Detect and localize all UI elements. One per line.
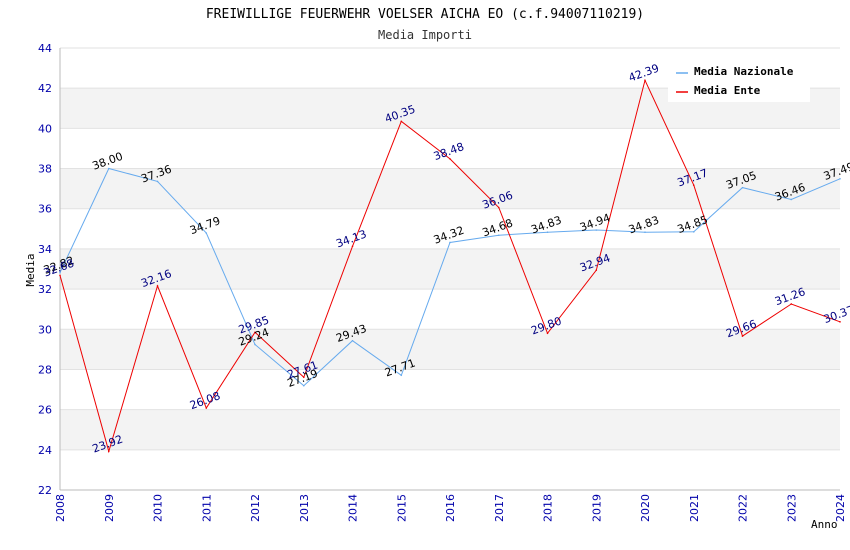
legend-label-ente: Media Ente <box>694 84 761 97</box>
x-tick-labels: 2008 2009 2010 2011 2012 2013 2014 2015 2016 2017… <box>54 494 847 522</box>
x-tick-label: 2013 <box>298 494 311 522</box>
data-point-nazionale <box>449 241 451 244</box>
y-tick-label: 38 <box>38 163 52 176</box>
data-point-ente <box>839 321 841 323</box>
x-tick-label: 2018 <box>542 494 555 522</box>
data-label-nazionale: 34.85 <box>676 213 710 236</box>
x-tick-label: 2014 <box>347 494 360 522</box>
data-point-nazionale <box>741 186 744 189</box>
data-point-nazionale <box>497 234 500 237</box>
background-bands <box>60 88 840 450</box>
x-tick-label: 2011 <box>200 494 213 522</box>
y-tick-label: 44 <box>38 42 52 55</box>
data-point-ente <box>59 274 61 277</box>
data-point-nazionale <box>644 231 646 234</box>
x-tick-label: 2021 <box>688 494 701 522</box>
data-label-nazionale: 34.79 <box>188 214 222 237</box>
data-point-nazionale <box>351 339 354 342</box>
data-label-ente: 38.48 <box>432 140 466 163</box>
data-label-nazionale: 34.83 <box>529 213 563 236</box>
data-point-ente <box>741 335 744 337</box>
x-tick-label: 2024 <box>834 494 847 522</box>
data-label-ente: 26.08 <box>188 389 222 412</box>
data-point-ente <box>351 245 354 248</box>
y-tick-labels: 22 24 26 28 30 32 34 36 38 40 42 44 <box>38 42 52 497</box>
x-tick-label: 2008 <box>54 494 67 522</box>
data-point-nazionale <box>400 374 403 377</box>
x-tick-label: 2022 <box>737 494 750 522</box>
data-label-ente: 42.39 <box>627 62 661 85</box>
data-point-nazionale <box>839 177 841 180</box>
data-label-ente: 34.13 <box>334 228 368 251</box>
series-lines <box>59 78 841 454</box>
x-tick-label: 2023 <box>785 494 798 522</box>
data-point-ente <box>449 158 451 160</box>
y-tick-label: 28 <box>38 363 52 376</box>
x-tick-label: 2009 <box>103 494 116 522</box>
background-band <box>60 248 840 290</box>
axes <box>59 48 840 491</box>
y-tick-label: 32 <box>38 283 52 296</box>
y-tick-label: 24 <box>38 444 52 457</box>
legend-label-nazionale: Media Nazionale <box>694 65 794 78</box>
background-band <box>60 409 840 450</box>
legend: Media Nazionale Media Ente <box>668 58 810 102</box>
chart-title: FREIWILLIGE FEUERWEHR VOELSER AICHA EO (… <box>206 7 644 22</box>
data-point-nazionale <box>595 229 598 231</box>
legend-box <box>668 58 810 102</box>
data-point-ente <box>790 303 793 305</box>
data-point-nazionale <box>205 232 208 234</box>
data-point-ente <box>254 331 256 334</box>
data-point-ente <box>497 206 500 209</box>
data-point-ente <box>302 376 305 379</box>
y-tick-label: 30 <box>38 323 52 336</box>
data-point-ente <box>107 450 110 453</box>
data-point-nazionale <box>302 384 305 387</box>
y-tick-label: 22 <box>38 484 52 497</box>
x-tick-label: 2012 <box>249 494 262 522</box>
y-tick-label: 36 <box>38 203 52 216</box>
data-point-ente <box>595 269 598 272</box>
data-point-ente <box>644 79 646 82</box>
y-tick-label: 40 <box>38 122 52 135</box>
data-label-nazionale: 34.32 <box>432 224 466 247</box>
data-point-nazionale <box>156 180 159 183</box>
x-tick-label: 2017 <box>493 494 506 522</box>
data-label-nazionale: 34.83 <box>627 213 661 236</box>
y-tick-label: 34 <box>38 243 52 256</box>
gridlines <box>60 47 840 491</box>
data-point-nazionale <box>254 343 256 346</box>
data-point-nazionale <box>546 231 549 234</box>
data-point-ente <box>156 285 159 287</box>
background-band <box>60 168 840 209</box>
y-axis-label: Media <box>24 253 37 286</box>
y-tick-label: 42 <box>38 82 52 95</box>
data-point-nazionale <box>790 198 793 201</box>
data-point-nazionale <box>59 271 61 274</box>
x-axis-label: Anno <box>811 518 838 531</box>
x-tick-label: 2016 <box>444 494 457 522</box>
background-band <box>60 329 840 370</box>
x-tick-label: 2010 <box>152 494 165 522</box>
y-tick-label: 26 <box>38 404 52 417</box>
data-point-ente <box>400 120 403 123</box>
data-point-nazionale <box>692 231 695 233</box>
data-point-ente <box>692 184 695 187</box>
x-tick-label: 2019 <box>590 494 603 522</box>
chart-subtitle: Media Importi <box>378 28 472 42</box>
x-tick-label: 2020 <box>639 494 652 522</box>
data-label-ente: 30.37 <box>822 303 850 326</box>
x-tick-label: 2015 <box>395 494 408 522</box>
data-point-nazionale <box>107 167 110 170</box>
data-point-ente <box>546 332 549 335</box>
data-point-ente <box>205 407 208 409</box>
